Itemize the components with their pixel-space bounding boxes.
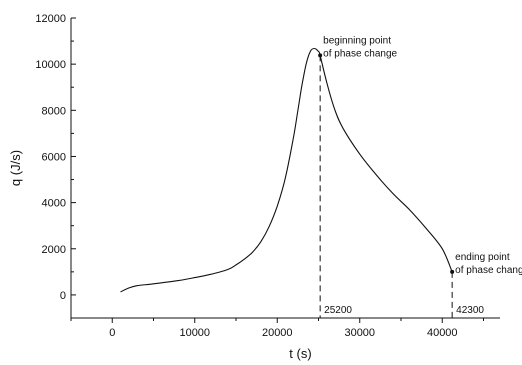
annotation-point	[450, 269, 455, 274]
x-tick-label: 40000	[427, 327, 458, 339]
annotations: 25200 beginning point of phase change 42300…	[318, 35, 522, 318]
annotation-text-line2: of phase change	[455, 265, 522, 276]
plot-area	[120, 47, 453, 293]
x-tick-label: 10000	[179, 327, 210, 339]
x-tick-label: 30000	[344, 327, 375, 339]
y-tick-label: 6000	[42, 151, 66, 163]
annotation-text-line1: ending point	[455, 252, 510, 263]
annotation-tick-label: 42300	[456, 305, 484, 316]
y-tick-label: 12000	[35, 13, 66, 25]
y-tick-label: 0	[60, 290, 66, 302]
annotation-text-line2: of phase change	[323, 48, 397, 59]
annotation-tick-label: 25200	[324, 305, 352, 316]
series-line-0	[120, 47, 453, 293]
x-tick-label: 20000	[262, 327, 293, 339]
y-tick-label: 10000	[35, 59, 66, 71]
x-tick-label: 0	[109, 327, 115, 339]
y-tick-label: 8000	[42, 105, 66, 117]
x-axis-label: t (s)	[289, 346, 311, 361]
y-axis-label: q (J/s)	[8, 150, 23, 186]
axes	[70, 18, 500, 319]
y-tick-label: 4000	[42, 198, 66, 210]
annotation-text-line1: beginning point	[323, 35, 391, 46]
ticks: 0 2000 4000 6000 8000 10000 12000 0 10000 20000 30…	[35, 13, 484, 339]
y-tick-label: 2000	[42, 244, 66, 256]
annotation-point	[318, 53, 323, 58]
